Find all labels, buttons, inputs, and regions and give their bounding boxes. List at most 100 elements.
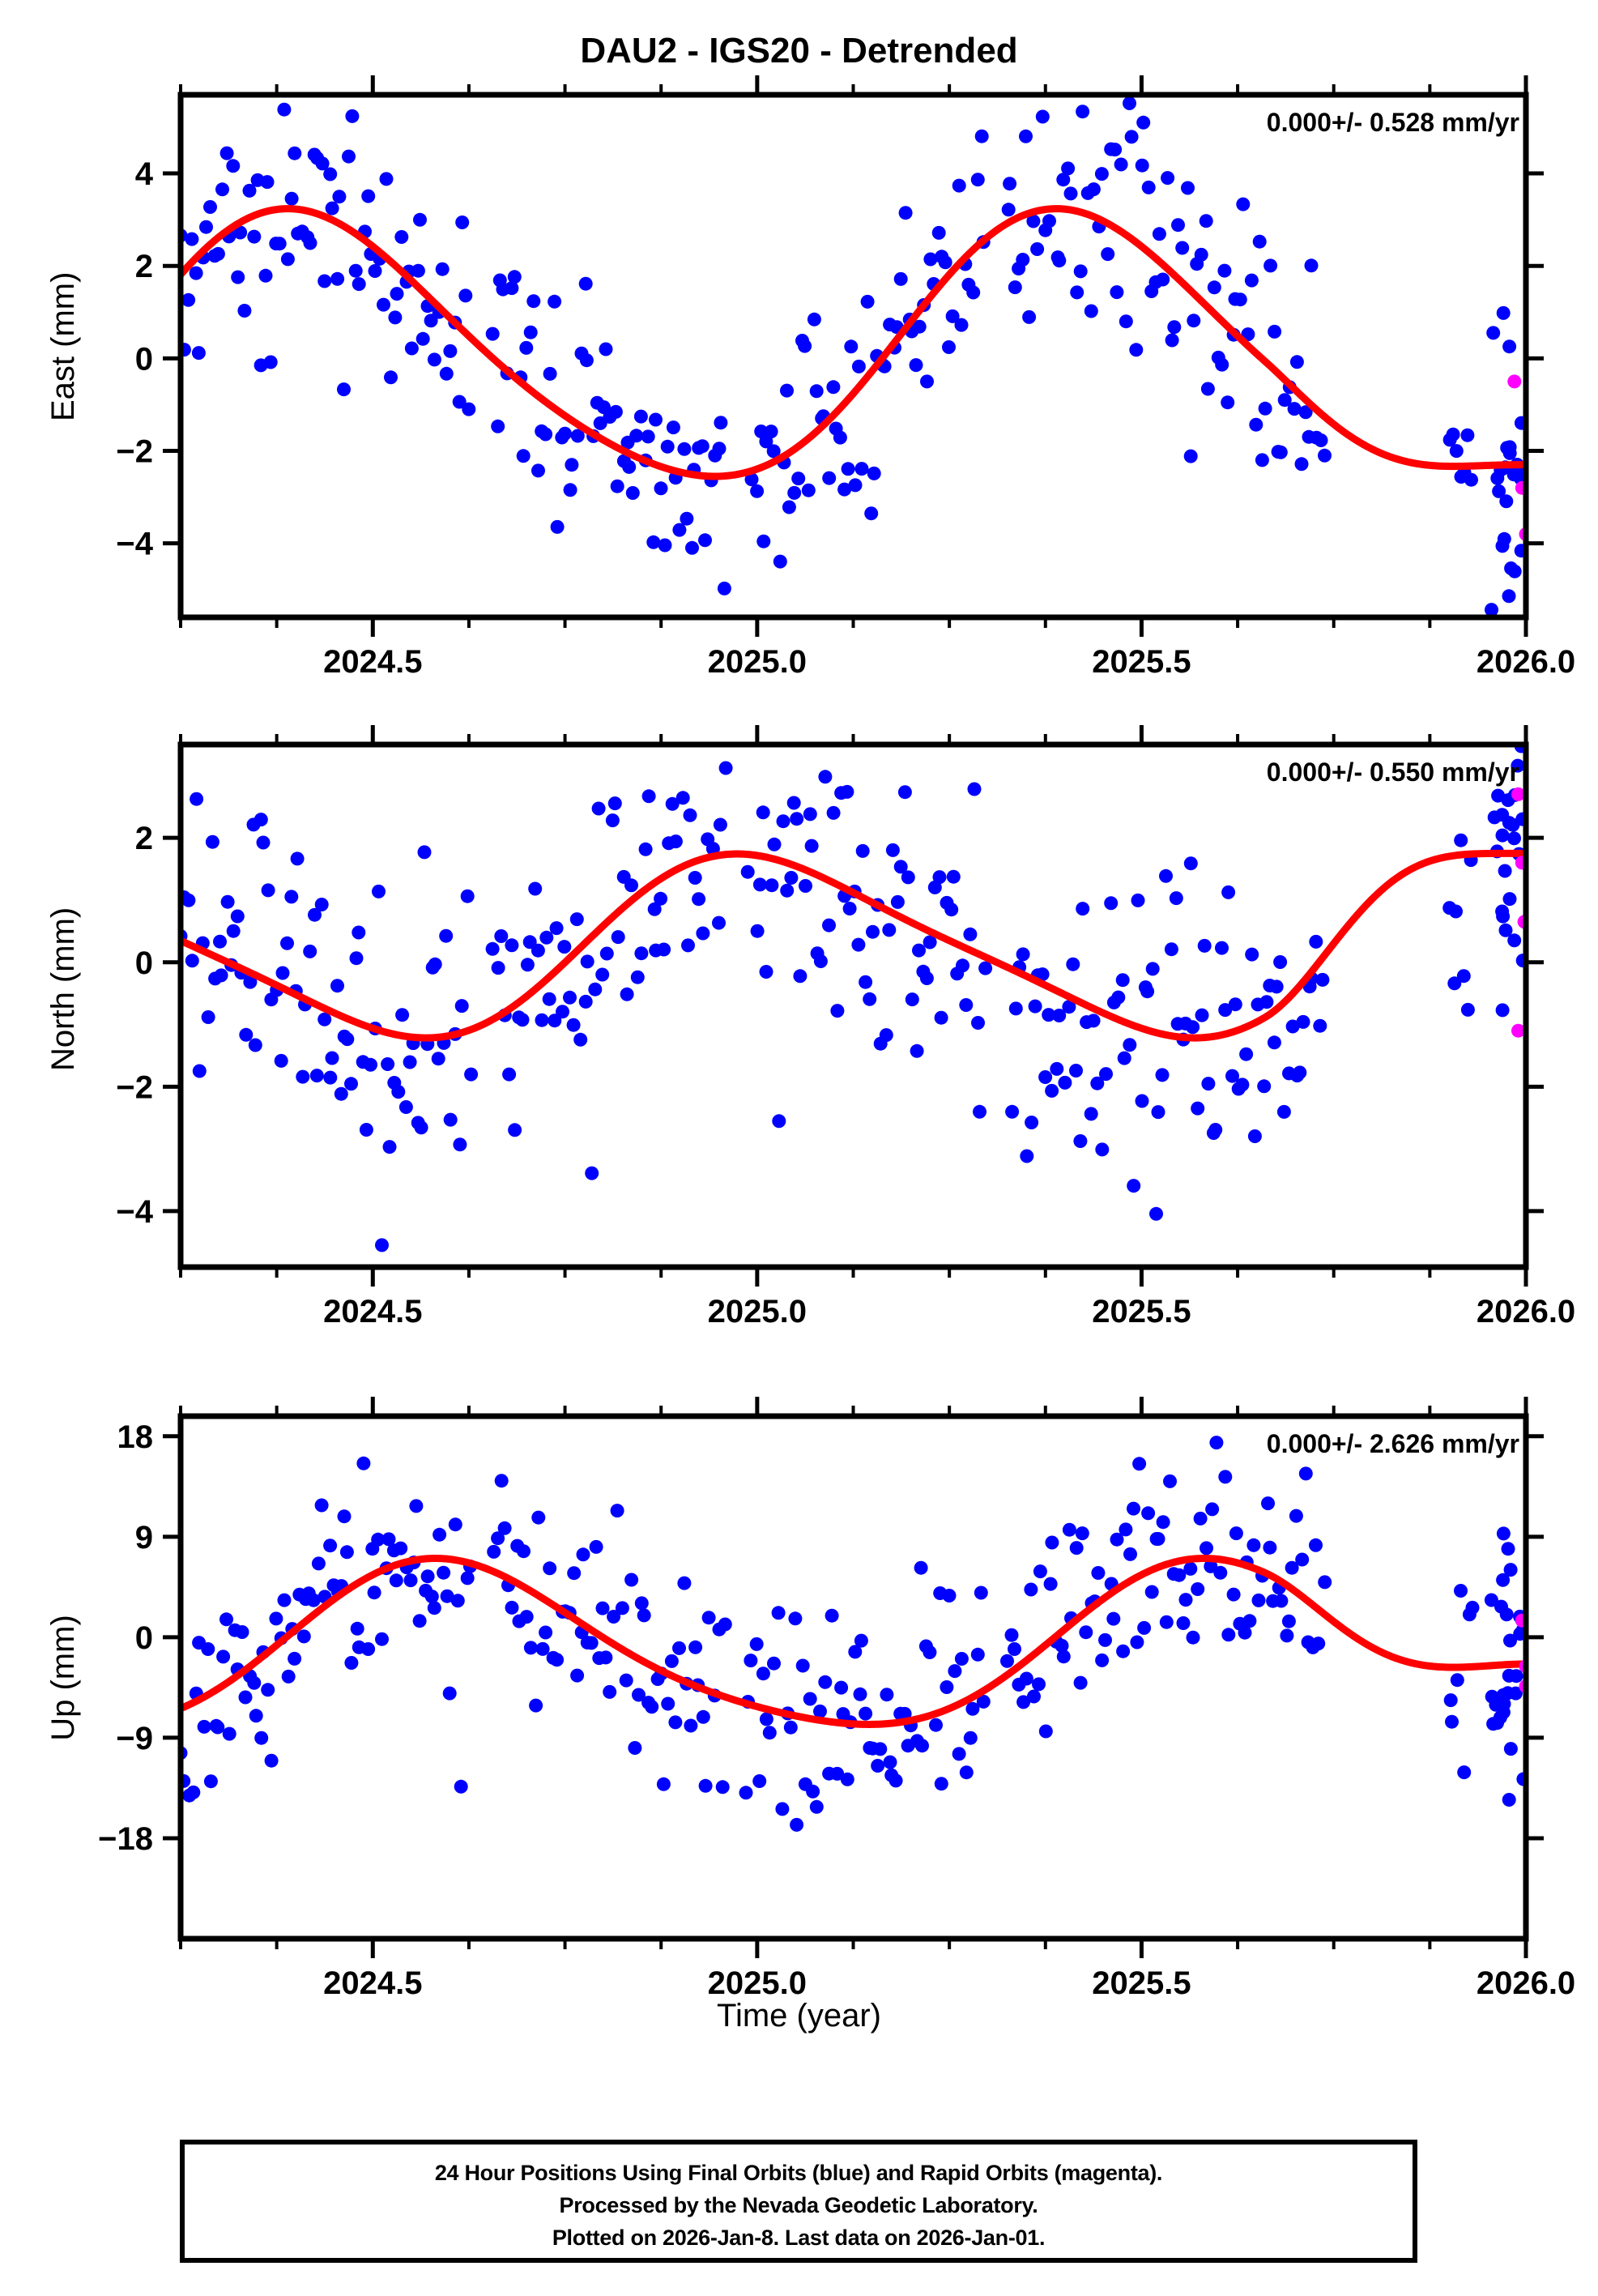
data-point-final (585, 1166, 599, 1180)
axis-frame (177, 1413, 1529, 1942)
data-point-final (390, 287, 404, 301)
data-point-final (1063, 186, 1078, 201)
data-point-final (574, 346, 589, 361)
data-point-final (345, 109, 360, 123)
data-point-final (1114, 157, 1128, 172)
data-point-final (1502, 589, 1516, 604)
data-point-final (1161, 171, 1175, 186)
data-point-final (1442, 433, 1457, 447)
data-point-final (945, 309, 960, 323)
data-point-final (1486, 326, 1501, 340)
data-point-final (876, 358, 890, 373)
data-point-final (691, 1678, 705, 1692)
data-point-final (234, 966, 249, 980)
data-point-final (712, 1622, 727, 1637)
data-point-final (920, 374, 934, 389)
caption-line-3: Plotted on 2026-Jan-8. Last data on 2026… (552, 2226, 1046, 2250)
data-point-final (203, 1774, 218, 1789)
data-point-final (893, 860, 908, 874)
data-point-final (916, 964, 931, 979)
data-point-final (226, 924, 241, 938)
data-point-final (688, 1640, 703, 1654)
data-point-final (342, 149, 356, 164)
data-point-final (492, 273, 507, 288)
y-tick-label: 0 (135, 1620, 153, 1656)
data-point-final (517, 1544, 531, 1559)
data-point-final (840, 784, 854, 799)
data-point-final (756, 1667, 770, 1681)
data-point-final (1304, 971, 1319, 986)
data-point-final (334, 1086, 348, 1101)
data-point-final (1226, 1587, 1241, 1602)
data-point-final (325, 1051, 339, 1065)
x-tick-label: 2025.0 (708, 644, 807, 680)
data-point-final (854, 462, 869, 476)
data-point-final (274, 1053, 288, 1068)
data-point-final (296, 1069, 310, 1084)
data-point-final (1454, 470, 1468, 484)
data-point-final (448, 1517, 462, 1532)
data-point-final (756, 805, 770, 820)
data-point-final (620, 435, 635, 450)
data-point-final (1502, 1668, 1516, 1683)
data-point-final (923, 935, 937, 950)
data-point-final (974, 129, 989, 143)
data-point-final (580, 1636, 594, 1649)
data-point-final (398, 1100, 413, 1114)
data-point-rapid (1515, 856, 1526, 870)
data-point-final (1033, 1564, 1047, 1579)
data-point-final (1298, 405, 1313, 420)
data-point-final (454, 1779, 468, 1794)
caption-line-1: 24 Hour Positions Using Final Orbits (bl… (434, 2161, 1163, 2185)
data-point-final (826, 805, 841, 820)
data-point-final (765, 878, 779, 893)
data-point-final (744, 472, 759, 487)
data-point-final (558, 426, 572, 441)
data-point-rapid (1507, 374, 1522, 389)
data-point-final (250, 173, 265, 187)
data-point-final (1038, 1724, 1053, 1739)
data-point-final (1062, 1522, 1076, 1537)
data-point-final (688, 871, 702, 885)
data-point-final (574, 1625, 589, 1640)
data-point-final (1456, 969, 1471, 984)
data-point-final (1186, 1020, 1200, 1035)
data-point-final (934, 1777, 948, 1791)
data-point-final (966, 285, 981, 300)
data-point-final (952, 1747, 966, 1761)
data-point-final (662, 836, 676, 851)
data-point-final (1175, 241, 1190, 255)
data-point-final (435, 262, 450, 276)
data-point-final (1486, 1717, 1501, 1731)
x-tick-label: 2025.5 (1092, 1965, 1191, 2001)
data-point-final (280, 936, 294, 950)
data-point-final (409, 1499, 424, 1513)
data-point-final (1131, 893, 1145, 907)
data-point-final (1484, 1593, 1498, 1607)
data-point-final (1502, 339, 1517, 354)
data-point-final (767, 1656, 781, 1671)
data-point-final (437, 1565, 451, 1580)
data-point-final (181, 928, 188, 943)
data-point-final (219, 1612, 233, 1627)
data-point-final (1462, 1607, 1477, 1622)
data-point-final (877, 359, 892, 373)
data-point-final (368, 1022, 382, 1035)
data-point-final (1277, 393, 1292, 408)
data-point-final (443, 1112, 458, 1127)
data-point-final (654, 481, 668, 496)
data-point-final (1443, 1693, 1458, 1708)
data-point-final (851, 937, 866, 952)
data-point-final (220, 894, 235, 909)
data-point-final (519, 340, 534, 355)
data-point-final (365, 1542, 380, 1556)
rate-annotation: 0.000+/- 2.626 mm/yr (1267, 1429, 1519, 1458)
data-point-final (1252, 234, 1267, 249)
data-point-final (813, 1704, 827, 1718)
data-point-final (914, 1560, 928, 1575)
data-point-final (394, 1541, 408, 1556)
data-point-final (692, 441, 706, 455)
data-point-final (531, 1510, 546, 1525)
data-point-final (837, 482, 852, 497)
